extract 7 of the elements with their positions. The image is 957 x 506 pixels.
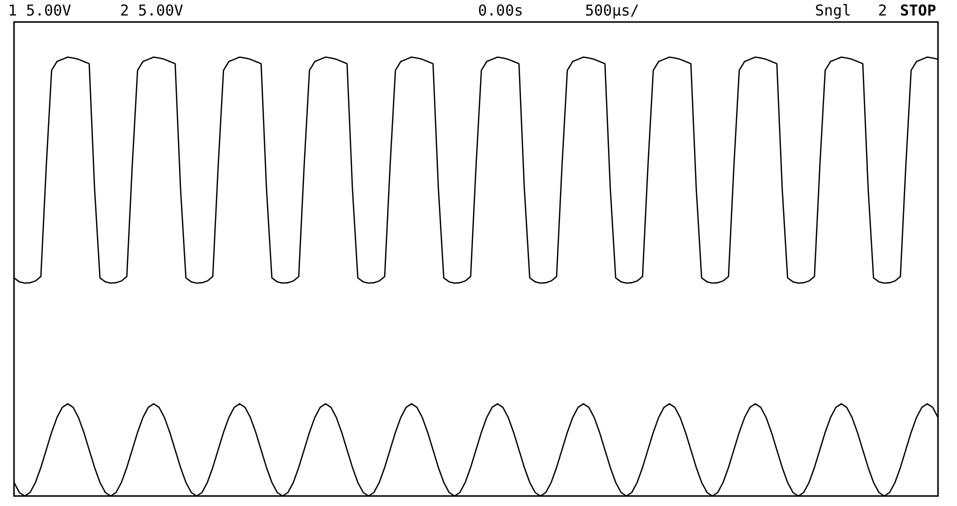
- text: 2 5.00V: [120, 2, 184, 20]
- text: 500µs/: [585, 2, 640, 20]
- text: 0.00s: [478, 2, 524, 20]
- text: 2: [878, 2, 888, 20]
- text: Sngl: [815, 2, 852, 20]
- text: 1 5.00V: [8, 2, 72, 20]
- text: STOP: [900, 2, 936, 20]
